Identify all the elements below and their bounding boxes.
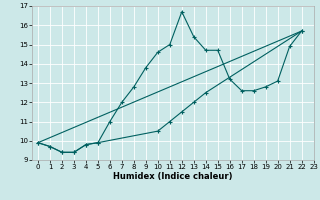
X-axis label: Humidex (Indice chaleur): Humidex (Indice chaleur)	[113, 172, 233, 181]
